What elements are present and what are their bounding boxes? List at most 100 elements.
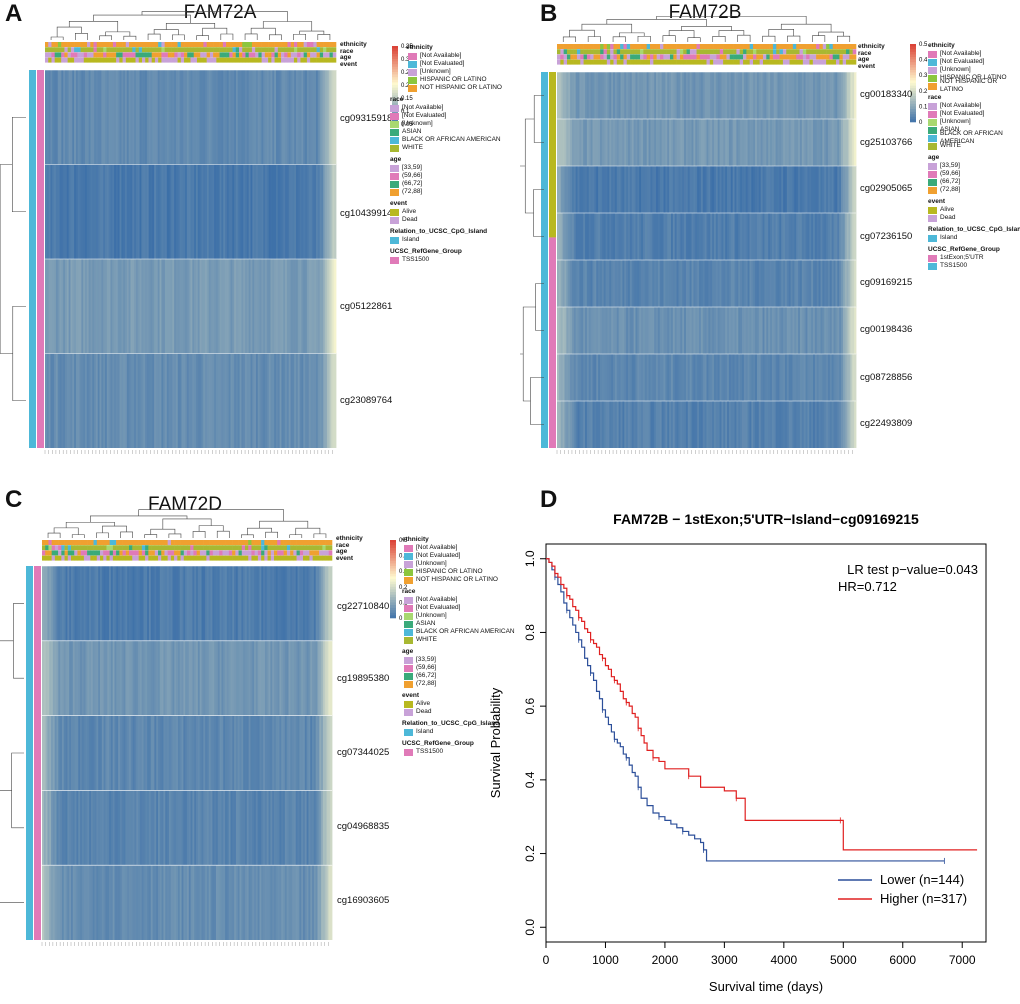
heatmap-cell (676, 213, 679, 260)
heatmap-cell (234, 640, 237, 716)
annotation-cell (129, 57, 133, 63)
heatmap-cell (691, 72, 694, 119)
heatmap-cell (753, 213, 756, 260)
heatmap-cell (583, 260, 586, 307)
heatmap-cell (564, 260, 567, 307)
heatmap-cell (635, 307, 638, 354)
colorbar-tick-label: 0 (399, 616, 403, 622)
heatmap-cell (114, 640, 117, 716)
heatmap-cell (626, 72, 629, 119)
dendrogram-branch (681, 25, 732, 31)
heatmap-cell (723, 119, 726, 166)
heatmap-cell (152, 640, 155, 716)
heatmap-cell (605, 72, 608, 119)
annotation-cell (829, 44, 834, 49)
dendrogram-branch (241, 534, 254, 538)
heatmap-cell (81, 566, 85, 641)
annotation-cell (83, 57, 88, 63)
heatmap-cell (622, 354, 625, 401)
annotation-cell (706, 44, 711, 49)
annotation-cell (603, 54, 608, 60)
annotation-cell (796, 54, 800, 60)
heatmap-cell (798, 401, 801, 448)
annotation-cell (125, 52, 130, 58)
heatmap-cell (721, 354, 724, 401)
heatmap-cell (826, 401, 829, 448)
annotation-cell (583, 54, 588, 60)
heatmap-cell (814, 401, 818, 448)
heatmap-cell (141, 164, 144, 259)
annotation-cell (640, 59, 644, 65)
heatmap-cell (101, 640, 105, 716)
heatmap-cell (590, 401, 593, 448)
heatmap-cell (125, 259, 128, 354)
annotation-cell (112, 42, 117, 47)
heatmap-cell (842, 307, 846, 354)
annotation-cell (174, 550, 178, 556)
heatmap-cell (279, 640, 282, 716)
annotation-cell (557, 49, 561, 55)
heatmap-cell (60, 566, 63, 641)
heatmap-cell (118, 865, 121, 940)
heatmap-cell (61, 70, 64, 165)
heatmap-cell (107, 640, 110, 716)
heatmap-cell (599, 401, 603, 448)
heatmap-cell (691, 166, 694, 213)
heatmap-cell (148, 353, 151, 448)
heatmap-cell (721, 401, 724, 448)
heatmap-cell (833, 401, 836, 448)
heatmap-cell (824, 213, 827, 260)
dendrogram-branch (192, 531, 206, 538)
annotation-cell (300, 47, 304, 53)
annotation-cell (206, 52, 211, 58)
heatmap-cell (312, 865, 315, 940)
annotation-track-labels-a: ethnicity race age event (340, 41, 367, 68)
heatmap-cell (558, 119, 562, 166)
heatmap-cell (745, 72, 749, 119)
heatmap-cell (232, 640, 235, 716)
heatmap-cell (594, 72, 597, 119)
heatmap-cell (121, 70, 124, 165)
heatmap-cell (820, 119, 823, 166)
heatmap-cell (110, 566, 114, 641)
heatmap-cell (583, 307, 586, 354)
heatmap-cell (214, 566, 217, 641)
heatmap-cell (148, 715, 152, 791)
heatmap-cell (846, 119, 849, 166)
annotation-cell (277, 555, 281, 561)
heatmap-cell (560, 260, 564, 307)
annotation-cell (235, 57, 240, 63)
annotation-cell (271, 57, 275, 63)
annotation-cell (212, 545, 217, 551)
heatmap-cell (265, 259, 268, 354)
probe-label: cg22493809 (860, 418, 913, 429)
annotation-cell (112, 52, 117, 58)
heatmap-cell (730, 119, 734, 166)
heatmap-cell (221, 70, 224, 165)
annotation-cell (232, 550, 236, 556)
heatmap-cell (107, 566, 110, 641)
heatmap-cell (831, 119, 834, 166)
heatmap-cell (794, 72, 797, 119)
heatmap-cell (119, 259, 122, 354)
annotation-cell (83, 540, 88, 545)
heatmap-cell (755, 260, 758, 307)
heatmap-cell (57, 353, 60, 448)
annotation-cell (161, 540, 165, 545)
annotation-cell (570, 44, 574, 49)
annotation-cell (274, 47, 279, 53)
heatmap-cell (121, 164, 124, 259)
annotation-cell (241, 540, 246, 545)
heatmap-cell (332, 353, 335, 448)
heatmap-cell (706, 72, 709, 119)
legend-swatch (404, 576, 413, 584)
annotation-cell (659, 44, 664, 49)
annotation-cell (241, 545, 246, 551)
heatmap-cell (96, 790, 99, 866)
heatmap-cell (676, 401, 679, 448)
heatmap-cell (259, 259, 262, 354)
heatmap-cell (813, 119, 816, 166)
heatmap-cell (105, 259, 108, 354)
annotation-cell (222, 555, 226, 561)
annotation-cell (209, 47, 214, 53)
